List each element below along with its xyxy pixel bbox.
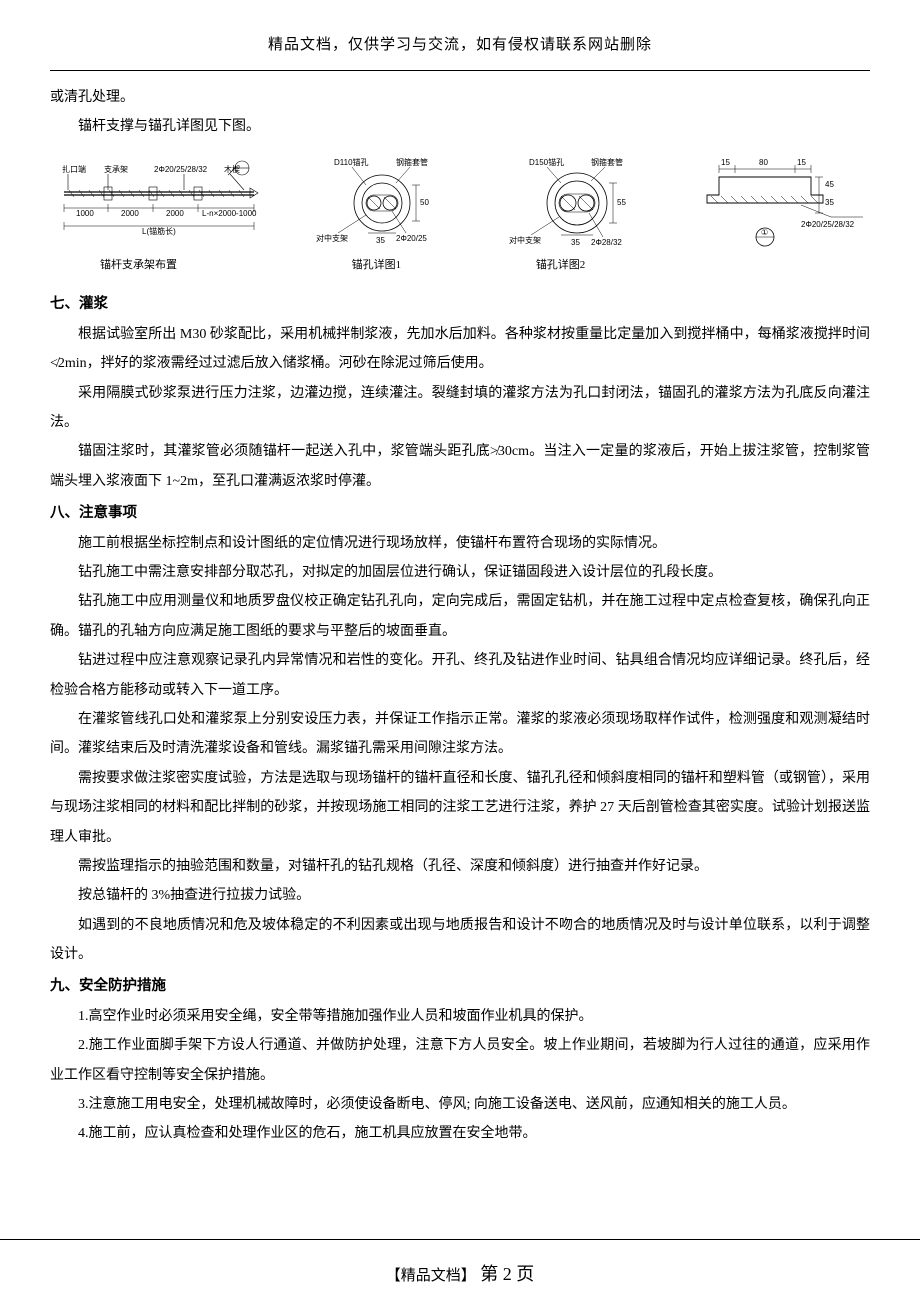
svg-text:对中支架: 对中支架 bbox=[316, 233, 348, 243]
section-9-title: 九、安全防护措施 bbox=[50, 971, 870, 1001]
svg-text:15: 15 bbox=[721, 158, 730, 167]
section-8-p6: 需按要求做注浆密实度试验，方法是选取与现场锚杆的锚杆直径和长度、锚孔孔径和倾斜度… bbox=[50, 764, 870, 852]
section-9-p2: 2.施工作业面脚手架下方设人行通道、并做防护处理，注意下方人员安全。坡上作业期间… bbox=[50, 1031, 870, 1090]
svg-text:D110锚孔: D110锚孔 bbox=[334, 157, 369, 167]
diagram-row: 扎口端 支承架 2Φ20/25/28/32 木楔 bbox=[50, 155, 870, 250]
svg-text:45: 45 bbox=[825, 180, 834, 189]
svg-text:2Φ20/25: 2Φ20/25 bbox=[396, 234, 427, 243]
section-8-p9: 如遇到的不良地质情况和危及坡体稳定的不利因素或出现与地质报告和设计不吻合的地质情… bbox=[50, 911, 870, 970]
diagram-2-label: 锚孔详图1 bbox=[352, 254, 402, 277]
svg-text:1000: 1000 bbox=[76, 209, 94, 218]
section-7-title: 七、灌浆 bbox=[50, 289, 870, 319]
intro-line-2: 锚杆支撑与锚孔详图见下图。 bbox=[50, 112, 870, 141]
section-8-p8: 按总锚杆的 3%抽查进行拉拔力试验。 bbox=[50, 881, 870, 910]
svg-text:①: ① bbox=[761, 228, 768, 237]
diagram-1-label: 锚杆支承架布置 bbox=[100, 254, 177, 277]
svg-text:80: 80 bbox=[759, 158, 768, 167]
d1-label-wedge: 木楔 bbox=[224, 164, 240, 174]
section-9-p3: 3.注意施工用电安全，处理机械故障时，必须使设备断电、停风; 向施工设备送电、送… bbox=[50, 1090, 870, 1119]
svg-text:钢箍套管: 钢箍套管 bbox=[396, 157, 428, 167]
section-7-p1: 根据试验室所出 M30 砂浆配比，采用机械拌制浆液，先加水后加料。各种浆材按重量… bbox=[50, 320, 870, 379]
svg-text:2Φ28/32: 2Φ28/32 bbox=[591, 238, 622, 247]
d1-label-top-left: 扎口端 bbox=[62, 164, 86, 174]
section-8-p4: 钻进过程中应注意观察记录孔内异常情况和岩性的变化。开孔、终孔及钻进作业时间、钻具… bbox=[50, 646, 870, 705]
svg-text:对中支架: 对中支架 bbox=[509, 235, 541, 245]
header-rule bbox=[50, 70, 870, 71]
svg-text:55: 55 bbox=[617, 198, 626, 207]
document-page: 精品文档，仅供学习与交流，如有侵权请联系网站删除 或清孔处理。 锚杆支撑与锚孔详… bbox=[0, 0, 920, 1240]
svg-text:L(锚筋长): L(锚筋长) bbox=[142, 226, 176, 236]
intro-line-1: 或清孔处理。 bbox=[50, 83, 870, 112]
svg-text:35: 35 bbox=[825, 198, 834, 207]
section-8-p3: 钻孔施工中应用测量仪和地质罗盘仪校正确定钻孔孔向，定向完成后，需固定钻机，并在施… bbox=[50, 587, 870, 646]
section-9-p1: 1.高空作业时必须采用安全绳，安全带等措施加强作业人员和坡面作业机具的保护。 bbox=[50, 1002, 870, 1031]
svg-text:2Φ20/25/28/32: 2Φ20/25/28/32 bbox=[801, 220, 855, 229]
section-8-p5: 在灌浆管线孔口处和灌浆泵上分别安设压力表，并保证工作指示正常。灌浆的浆液必须现场… bbox=[50, 705, 870, 764]
diagram-2: D110锚孔 钢箍套管 50 对中支架 2Φ20 bbox=[310, 155, 460, 250]
diagram-3-label: 锚孔详图2 bbox=[536, 254, 586, 277]
section-7-p3: 锚固注浆时，其灌浆管必须随锚杆一起送入孔中，浆管端头距孔底≯30cm。当注入一定… bbox=[50, 437, 870, 496]
diagram-4: 15 80 15 45 35 bbox=[701, 155, 866, 250]
svg-text:15: 15 bbox=[797, 158, 806, 167]
svg-text:2000: 2000 bbox=[166, 209, 184, 218]
d1-label-top-right: 2Φ20/25/28/32 bbox=[154, 165, 208, 174]
section-9-p4: 4.施工前，应认真检查和处理作业区的危石，施工机具应放置在安全地带。 bbox=[50, 1119, 870, 1148]
section-8-p7: 需按监理指示的抽验范围和数量，对锚杆孔的钻孔规格（孔径、深度和倾斜度）进行抽查并… bbox=[50, 852, 870, 881]
d1-label-top-mid: 支承架 bbox=[104, 164, 128, 174]
diagram-3: D150锚孔 钢箍套管 55 对中支架 2Φ28/32 bbox=[505, 155, 655, 250]
svg-text:D150锚孔: D150锚孔 bbox=[529, 157, 564, 167]
svg-text:钢箍套管: 钢箍套管 bbox=[591, 157, 623, 167]
section-8-p1: 施工前根据坐标控制点和设计图纸的定位情况进行现场放样，使锚杆布置符合现场的实际情… bbox=[50, 529, 870, 558]
diagram-labels: 锚杆支承架布置 锚孔详图1 锚孔详图2 bbox=[50, 254, 870, 277]
section-8-title: 八、注意事项 bbox=[50, 498, 870, 528]
diagram-1: 扎口端 支承架 2Φ20/25/28/32 木楔 bbox=[54, 160, 264, 250]
svg-text:35: 35 bbox=[376, 236, 385, 245]
svg-text:50: 50 bbox=[420, 198, 429, 207]
svg-text:L-n×2000-1000: L-n×2000-1000 bbox=[202, 209, 257, 218]
section-8-p2: 钻孔施工中需注意安排部分取芯孔，对拟定的加固层位进行确认，保证锚固段进入设计层位… bbox=[50, 558, 870, 587]
svg-text:2000: 2000 bbox=[121, 209, 139, 218]
svg-text:35: 35 bbox=[571, 238, 580, 247]
footer-page: 第 2 页 bbox=[480, 1264, 534, 1284]
page-footer: 【精品文档】 第 2 页 bbox=[0, 1240, 920, 1306]
footer-prefix: 【精品文档】 bbox=[386, 1268, 476, 1284]
section-7-p2: 采用隔膜式砂浆泵进行压力注浆，边灌边搅，连续灌注。裂缝封填的灌浆方法为孔口封闭法… bbox=[50, 379, 870, 438]
page-header: 精品文档，仅供学习与交流，如有侵权请联系网站删除 bbox=[50, 30, 870, 62]
